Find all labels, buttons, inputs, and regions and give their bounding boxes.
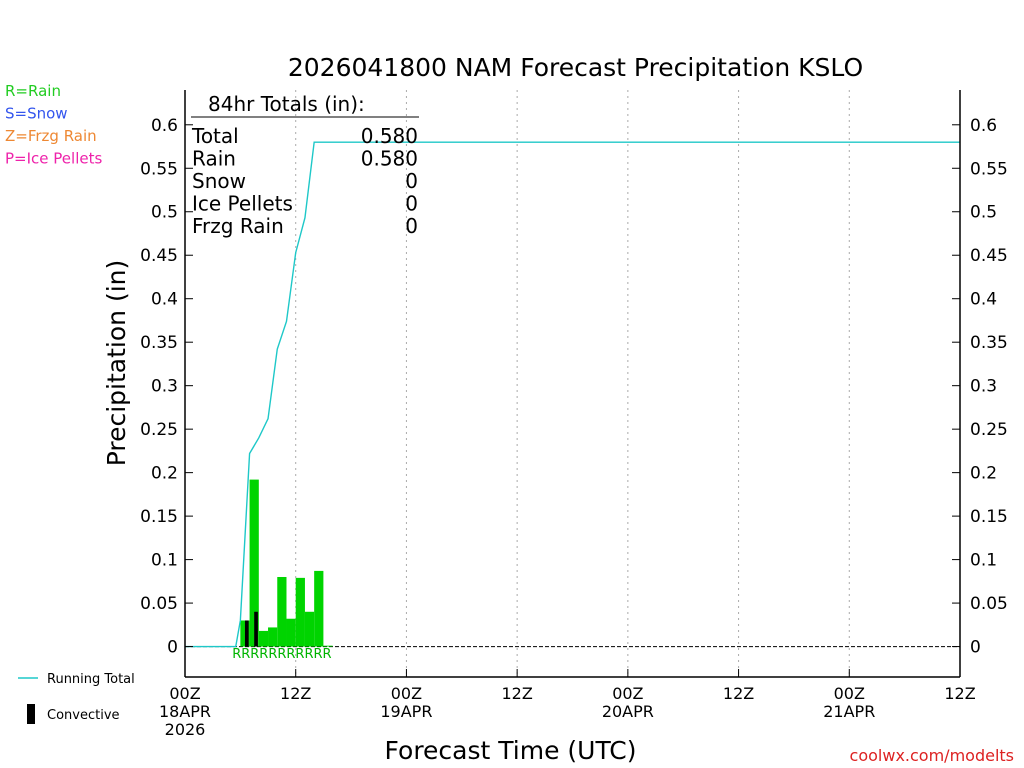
x-tick-label: 21APR [823,702,875,721]
rain-bar [314,570,324,647]
y-tick-label-left: 0.5 [151,203,178,223]
running-total-layer [185,141,960,648]
y-tick-label-right: 0.1 [970,551,997,571]
y-tick-label-right: 0.2 [970,464,997,484]
axes [18,90,961,724]
convective-bar [254,611,258,647]
y-tick-label-left: 0.2 [151,464,178,484]
y-tick-label-right: 0.6 [970,116,997,136]
totals-row-label: Frzg Rain [192,214,284,238]
y-tick-label-right: 0.35 [970,333,1008,353]
x-tick-label: 00Z [391,684,422,703]
x-tick-label: 12Z [501,684,532,703]
totals-row-label: Snow [192,169,246,193]
totals-heading: 84hr Totals (in): [208,92,365,116]
totals-row-value: 0.580 [361,147,418,171]
y-tick-label-left: 0.45 [140,246,178,266]
y-tick-label-left: 0 [167,638,178,658]
y-tick-label-right: 0.25 [970,420,1008,440]
rain-bar [249,479,259,647]
type-legend-item: P=Ice Pellets [5,150,102,168]
totals-row-value: 0 [405,192,418,216]
rain-bar [286,618,296,647]
y-tick-label-left: 0.55 [140,159,178,179]
running-total-line [185,141,960,648]
y-tick-label-left: 0.6 [151,116,178,136]
legend-bar-swatch [27,704,35,724]
convective-bar [244,620,249,647]
y-tick-label-left: 0.3 [151,377,178,397]
rain-bar [258,630,269,647]
y-tick-label-left: 0.4 [151,290,178,310]
x-tick-label: 12Z [280,684,311,703]
y-tick-label-left: 0.05 [140,594,178,614]
y-tick-label-right: 0.15 [970,507,1008,527]
totals-row-value: 0 [405,169,418,193]
y-tick-label-right: 0.45 [970,246,1008,266]
y-tick-label-left: 0.15 [140,507,178,527]
rain-bar [268,627,278,647]
totals-row-label: Rain [192,147,236,171]
credit-text: coolwx.com/modelts [850,746,1014,765]
chart-title: 2026041800 NAM Forecast Precipitation KS… [288,53,863,82]
rain-bar [295,577,305,647]
y-tick-label-left: 0.35 [140,333,178,353]
x-tick-label: 18APR [159,702,211,721]
y-tick-label-right: 0.4 [970,290,997,310]
bottom-legend-label: Convective [47,708,120,723]
y-tick-label-right: 0.3 [970,377,997,397]
x-tick-label: 00Z [834,684,865,703]
x-tick-label: 19APR [380,702,432,721]
bottom-legend-label: Running Total [47,672,135,687]
x-tick-label: 00Z [169,684,200,703]
precip-type-markers: RRRRRRRRRRR [232,647,331,662]
y-tick-label-right: 0 [970,638,981,658]
y-tick-label-right: 0.55 [970,159,1008,179]
type-legend-item: Z=Frzg Rain [5,127,97,145]
y-tick-label-left: 0.25 [140,420,178,440]
totals-row-label: Total [191,124,239,148]
x-tick-label: 20APR [602,702,654,721]
x-tick-label: 12Z [723,684,754,703]
y-axis-title: Precipitation (in) [102,260,131,467]
totals-row-label: Ice Pellets [192,192,293,216]
y-tick-label-right: 0.05 [970,594,1008,614]
bars [240,479,333,647]
x-tick-label: 2026 [165,720,206,739]
type-legend-item: R=Rain [5,82,61,100]
x-axis-title: Forecast Time (UTC) [385,736,637,765]
totals-row-value: 0.580 [361,124,418,148]
rain-bar [304,611,315,647]
totals-row-value: 0 [405,214,418,238]
type-legend-item: S=Snow [5,105,68,123]
rain-bar [323,645,333,647]
text-labels: 0 00.05 0.050.1 0.10.15 0.150.2 0.20.25 0.250.… [5,53,1014,765]
y-tick-label-left: 0.1 [151,551,178,571]
x-tick-label: 00Z [612,684,643,703]
rain-bar [277,576,287,647]
y-tick-label-right: 0.5 [970,203,997,223]
x-tick-label: 12Z [944,684,975,703]
